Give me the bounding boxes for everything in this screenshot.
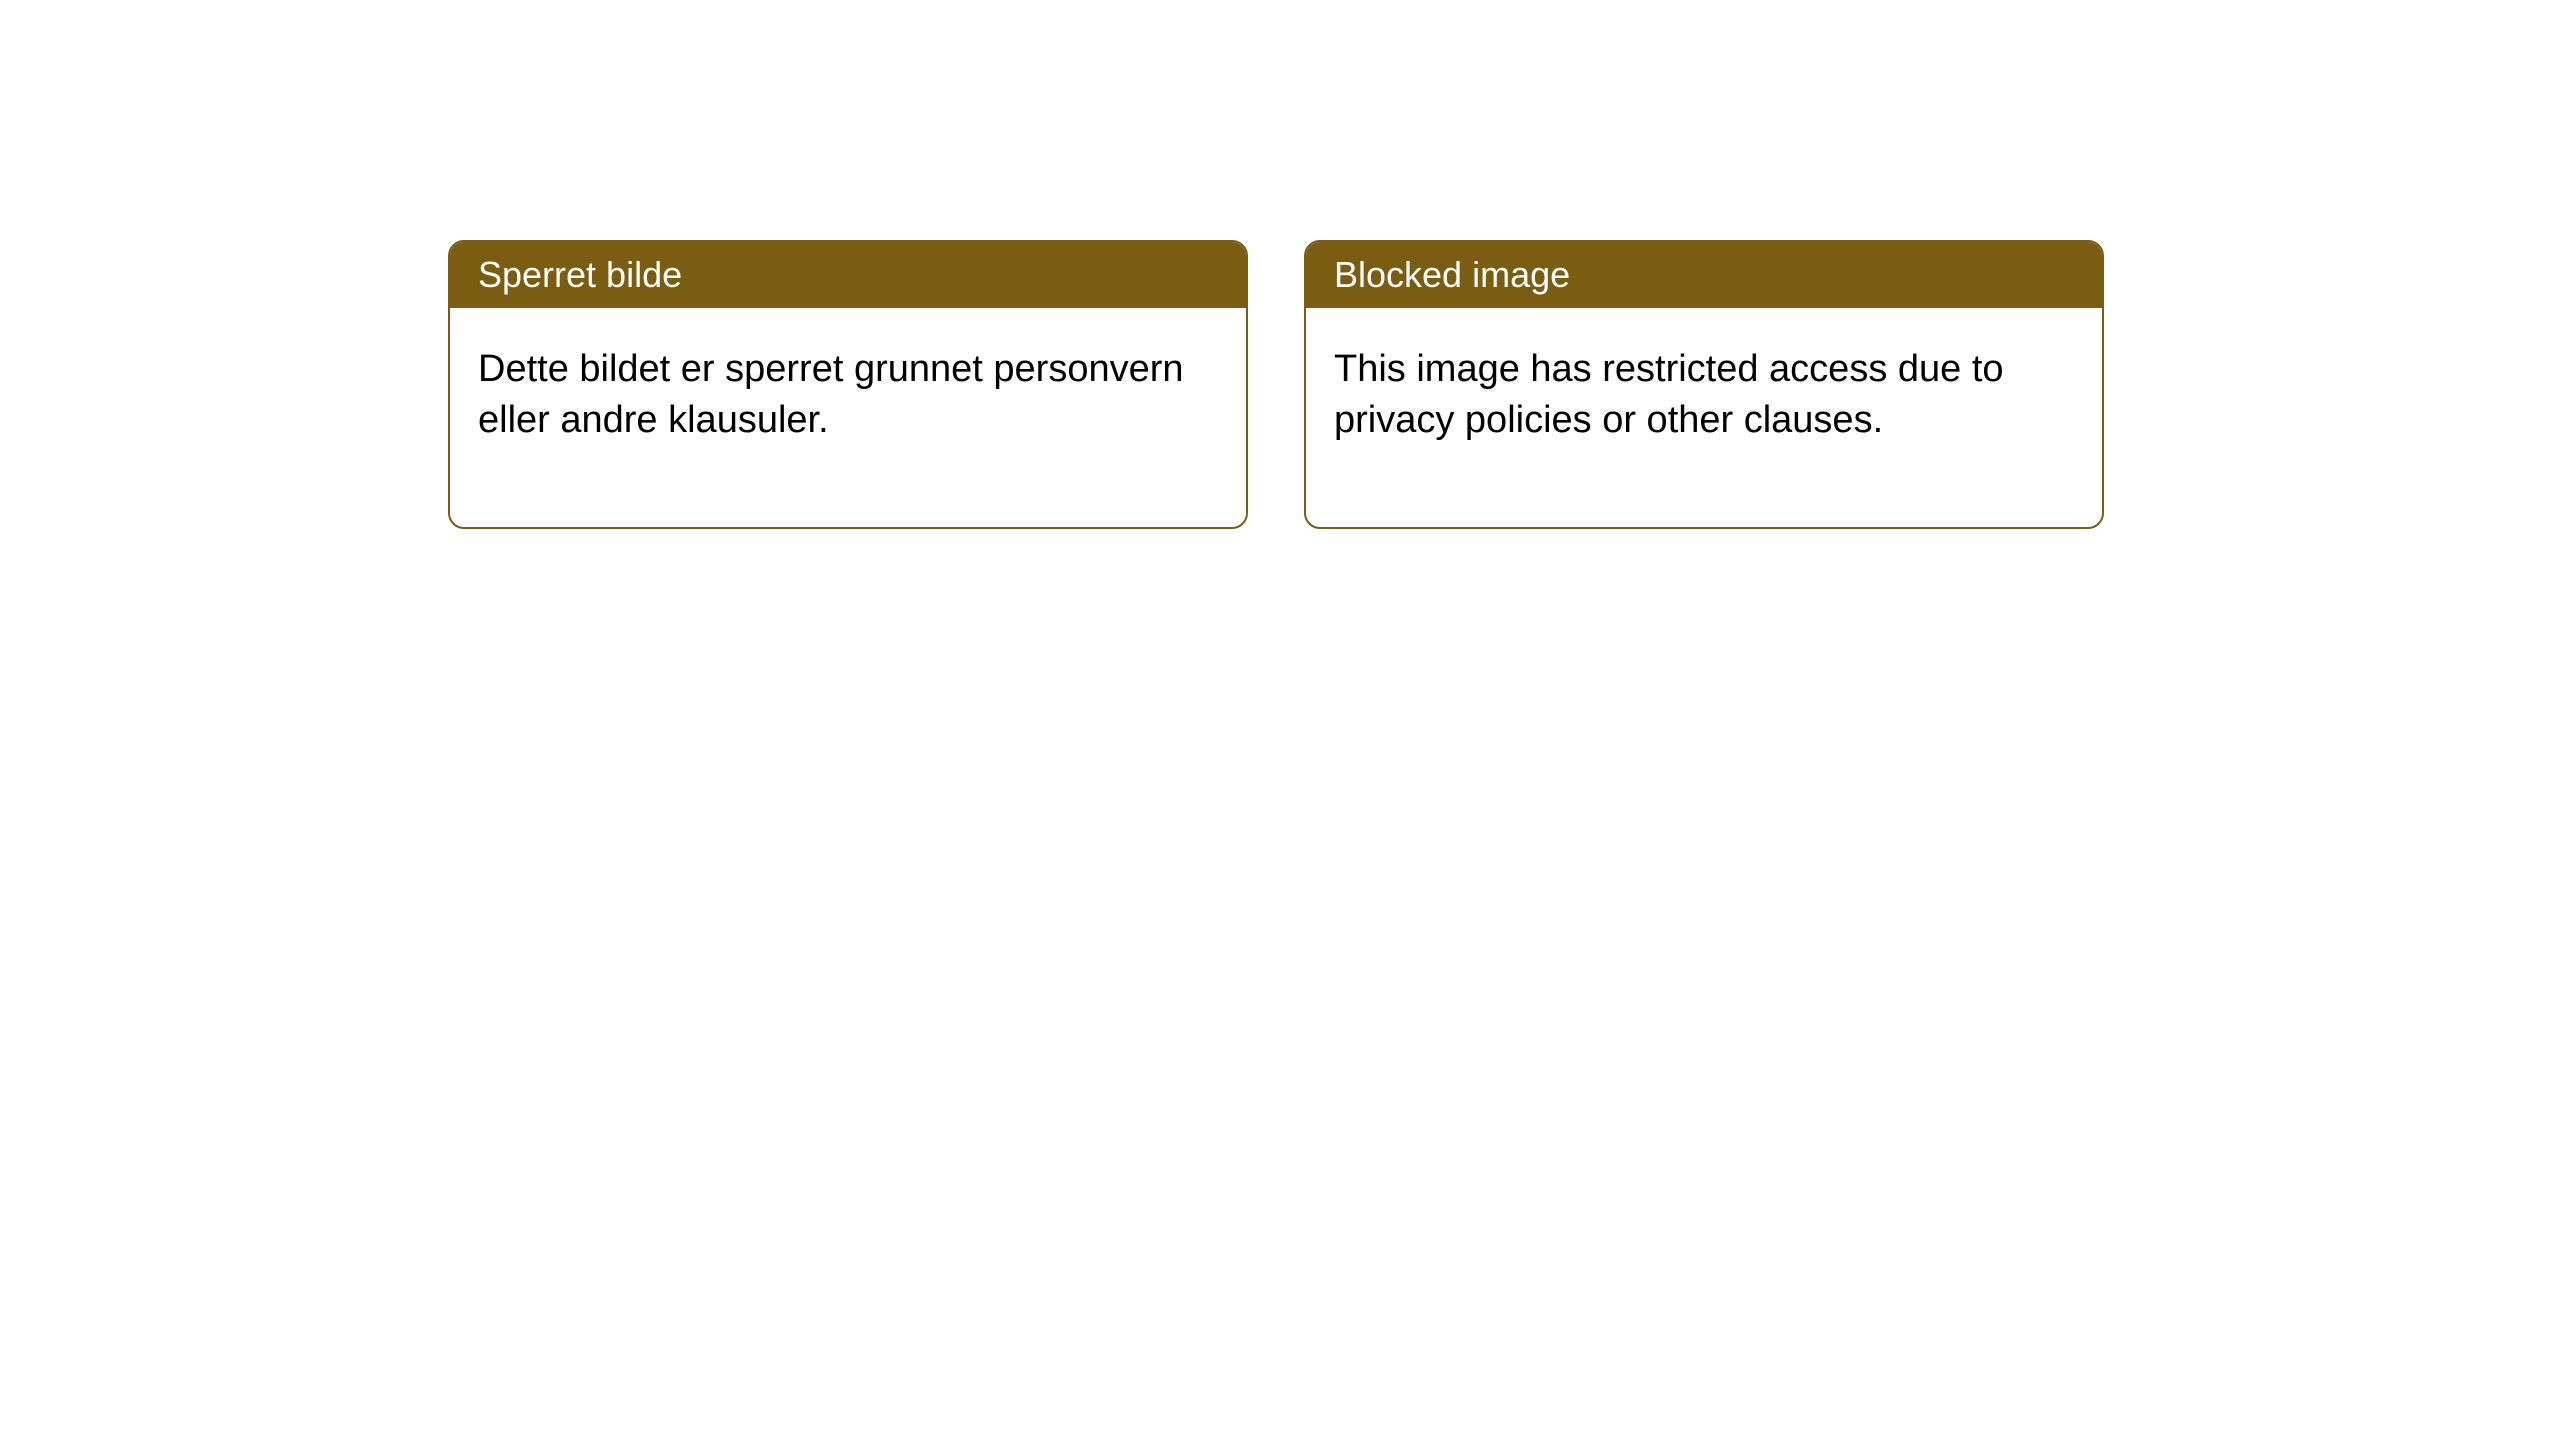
notice-title: Blocked image [1334, 254, 1570, 295]
notice-container: Sperret bilde Dette bildet er sperret gr… [0, 0, 2560, 529]
notice-body: This image has restricted access due to … [1306, 308, 2102, 527]
notice-header: Sperret bilde [450, 242, 1246, 308]
notice-title: Sperret bilde [478, 254, 682, 295]
notice-body-text: Dette bildet er sperret grunnet personve… [478, 348, 1184, 441]
notice-card-english: Blocked image This image has restricted … [1304, 240, 2104, 529]
notice-header: Blocked image [1306, 242, 2102, 308]
notice-body: Dette bildet er sperret grunnet personve… [450, 308, 1246, 527]
notice-body-text: This image has restricted access due to … [1334, 348, 2004, 441]
notice-card-norwegian: Sperret bilde Dette bildet er sperret gr… [448, 240, 1248, 529]
